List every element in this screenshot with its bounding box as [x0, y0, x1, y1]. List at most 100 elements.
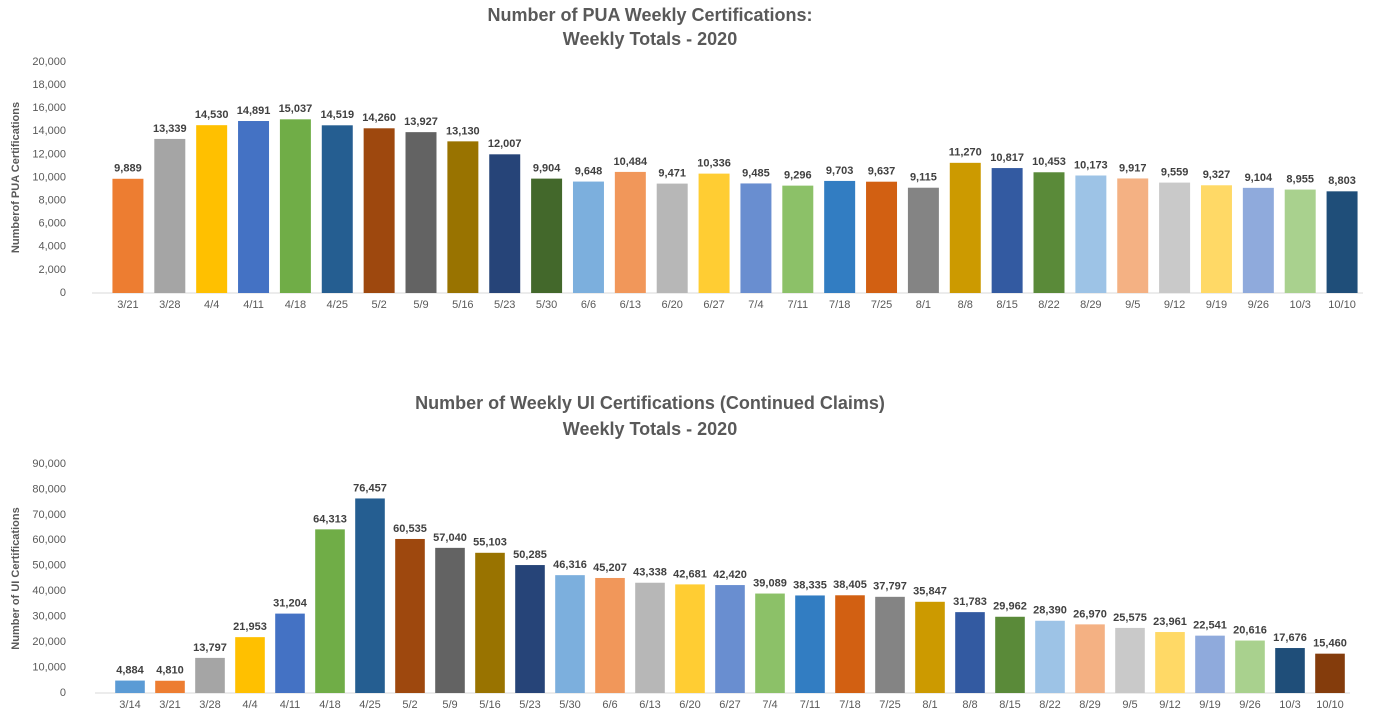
x-tick-label: 10/10	[1316, 699, 1344, 711]
data-label: 13,797	[193, 642, 227, 654]
data-label: 13,927	[404, 116, 438, 128]
data-label: 57,040	[433, 532, 467, 544]
bar	[1235, 640, 1265, 693]
bar	[635, 582, 665, 693]
x-tick-label: 3/21	[159, 699, 180, 711]
data-label: 39,089	[753, 577, 787, 589]
data-label: 38,405	[833, 579, 867, 591]
data-label: 4,884	[116, 664, 144, 676]
y-tick-label: 10,000	[32, 171, 66, 183]
y-tick-label: 20,000	[32, 56, 66, 68]
x-tick-label: 9/19	[1206, 299, 1227, 311]
bar	[475, 552, 505, 693]
bar	[363, 128, 395, 293]
data-label: 25,575	[1113, 612, 1147, 624]
data-label: 13,339	[153, 123, 187, 135]
bar	[279, 119, 311, 293]
bar	[1200, 185, 1232, 293]
bar	[1195, 635, 1225, 693]
x-tick-label: 8/29	[1080, 299, 1101, 311]
y-axis-label: Number of UI Certifications	[10, 507, 22, 649]
bar	[1275, 648, 1305, 693]
y-tick-label: 16,000	[32, 102, 66, 114]
x-tick-label: 6/20	[661, 299, 682, 311]
x-tick-label: 5/23	[494, 299, 515, 311]
x-tick-label: 9/5	[1125, 299, 1140, 311]
x-tick-label: 6/6	[581, 299, 596, 311]
data-label: 13,130	[446, 125, 480, 137]
data-label: 14,519	[320, 109, 354, 121]
x-tick-label: 7/11	[788, 299, 809, 311]
bar	[875, 596, 905, 693]
bar	[656, 183, 688, 293]
x-tick-label: 4/4	[242, 699, 257, 711]
data-label: 12,007	[488, 138, 522, 150]
x-tick-label: 9/26	[1239, 699, 1260, 711]
y-tick-label: 80,000	[32, 483, 66, 495]
data-label: 4,810	[156, 665, 184, 677]
data-label: 31,783	[953, 596, 987, 608]
bar	[740, 183, 772, 293]
bar	[489, 154, 521, 293]
x-tick-label: 4/11	[243, 299, 264, 311]
data-label: 9,889	[114, 163, 142, 175]
x-tick-label: 7/4	[762, 699, 777, 711]
y-tick-label: 18,000	[32, 79, 66, 91]
bar	[435, 547, 465, 693]
data-label: 15,460	[1313, 638, 1347, 650]
bar	[595, 577, 625, 693]
bar	[1115, 627, 1145, 693]
bar	[531, 178, 563, 293]
bar	[112, 178, 144, 293]
bar	[195, 657, 225, 693]
y-tick-label: 90,000	[32, 458, 66, 470]
data-label: 11,270	[949, 147, 982, 159]
bar	[907, 187, 939, 293]
data-label: 42,681	[673, 568, 707, 580]
bar	[795, 595, 825, 693]
x-tick-label: 5/30	[559, 699, 580, 711]
data-label: 9,637	[868, 166, 896, 178]
y-tick-label: 50,000	[32, 560, 66, 572]
y-tick-label: 20,000	[32, 636, 66, 648]
bar	[1033, 172, 1065, 293]
data-label: 17,676	[1273, 632, 1307, 644]
bar	[321, 125, 353, 294]
bar	[1075, 624, 1105, 693]
x-tick-label: 4/4	[204, 299, 219, 311]
x-tick-label: 3/28	[159, 299, 180, 311]
data-label: 38,335	[793, 579, 827, 591]
y-tick-label: 70,000	[32, 509, 66, 521]
data-label: 10,336	[697, 158, 731, 170]
data-label: 9,917	[1119, 162, 1147, 174]
data-label: 9,327	[1203, 169, 1231, 181]
x-tick-label: 9/5	[1122, 699, 1137, 711]
data-label: 64,313	[313, 513, 347, 525]
bar	[955, 612, 985, 693]
x-tick-label: 8/1	[922, 699, 937, 711]
x-tick-label: 6/13	[639, 699, 660, 711]
data-label: 20,616	[1233, 624, 1267, 636]
bar	[866, 181, 898, 293]
data-label: 35,847	[913, 586, 947, 598]
bar	[447, 141, 479, 293]
data-label: 9,296	[784, 170, 812, 182]
bar	[515, 565, 545, 693]
bar	[915, 601, 945, 693]
x-tick-label: 7/25	[871, 299, 892, 311]
data-label: 46,316	[553, 559, 587, 571]
x-tick-label: 6/27	[719, 699, 740, 711]
data-label: 10,453	[1032, 156, 1066, 168]
bar	[1284, 189, 1316, 293]
bar	[824, 180, 856, 293]
bar	[238, 121, 270, 294]
data-label: 55,103	[473, 537, 507, 549]
x-tick-label: 6/6	[602, 699, 617, 711]
x-tick-label: 5/9	[442, 699, 457, 711]
x-tick-label: 3/28	[199, 699, 220, 711]
x-tick-label: 4/25	[359, 699, 380, 711]
bar	[355, 498, 385, 693]
data-label: 15,037	[279, 103, 313, 115]
x-tick-label: 8/15	[999, 699, 1020, 711]
chart-subtitle: Weekly Totals - 2020	[563, 29, 737, 49]
